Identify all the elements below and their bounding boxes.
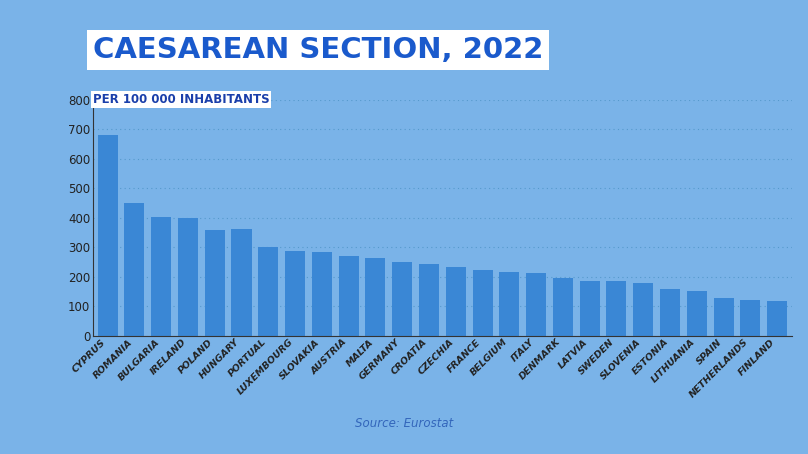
Bar bbox=[526, 272, 546, 336]
Bar bbox=[365, 258, 385, 336]
Text: PER 100 000 INHABITANTS: PER 100 000 INHABITANTS bbox=[93, 93, 270, 106]
Bar bbox=[204, 230, 225, 336]
Bar bbox=[687, 291, 707, 336]
Bar bbox=[767, 301, 787, 336]
Bar bbox=[232, 229, 251, 336]
Bar bbox=[285, 251, 305, 336]
Bar bbox=[553, 277, 573, 336]
Text: Source: Eurostat: Source: Eurostat bbox=[355, 417, 453, 430]
Bar bbox=[446, 266, 465, 336]
Bar bbox=[633, 283, 653, 336]
Bar bbox=[606, 281, 626, 336]
Bar bbox=[392, 262, 412, 336]
Bar bbox=[151, 217, 171, 336]
Text: CAESAREAN SECTION, 2022: CAESAREAN SECTION, 2022 bbox=[93, 36, 543, 64]
Bar bbox=[178, 218, 198, 336]
Bar bbox=[579, 281, 600, 336]
Bar bbox=[259, 247, 279, 336]
Bar bbox=[473, 271, 493, 336]
Bar bbox=[499, 271, 520, 336]
Bar bbox=[740, 300, 760, 336]
Bar bbox=[312, 252, 332, 336]
Bar bbox=[660, 289, 680, 336]
Bar bbox=[98, 135, 118, 336]
Bar bbox=[124, 203, 145, 336]
Bar bbox=[419, 264, 439, 336]
Bar bbox=[339, 256, 359, 336]
Bar bbox=[713, 298, 734, 336]
